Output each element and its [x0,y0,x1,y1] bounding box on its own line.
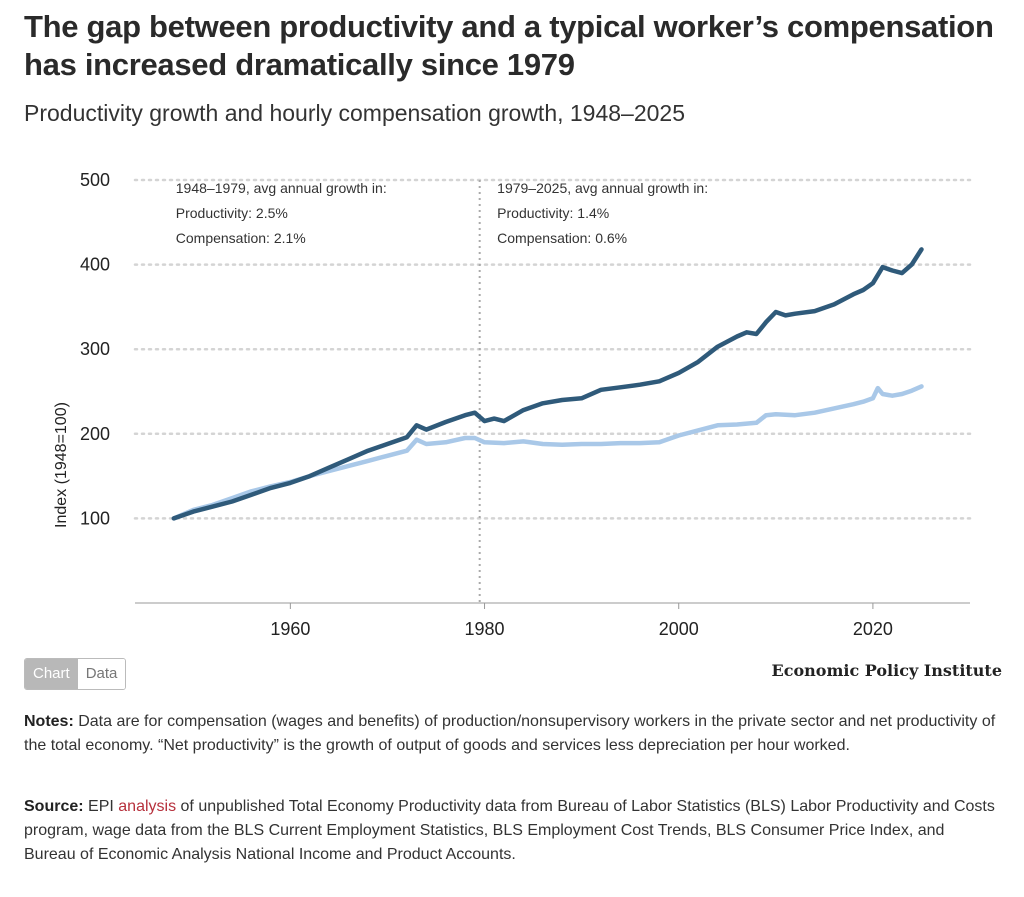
notes: Notes: Data are for compensation (wages … [24,710,999,758]
gridlines [133,178,972,520]
annotation-1-line-1: 1948–1979, avg annual growth in: [176,180,387,196]
series-lines [171,247,924,521]
analysis-link[interactable]: analysis [118,798,177,815]
y-tick-label-400: 400 [80,255,110,275]
y-tick-label-100: 100 [80,508,110,528]
annotation-1-line-2: Productivity: 2.5% [176,205,288,221]
productivity-series-line [171,247,924,521]
annotations: 1948–1979, avg annual growth in: Producti… [176,180,708,246]
x-tick-label-1980: 1980 [465,619,505,639]
line-chart: 100 200 300 400 500 1960 1980 2000 2020 1948–197… [53,170,972,639]
chart-tab[interactable]: Chart [25,659,78,689]
brand-logo: Economic Policy Institute [771,661,1002,680]
tick-labels: 100 200 300 400 500 1960 1980 2000 2020 [80,170,893,639]
axes [135,602,970,609]
source-label: Source: [24,798,84,815]
y-tick-label-300: 300 [80,339,110,359]
x-tick-label-1960: 1960 [270,619,310,639]
annotation-2-line-2: Productivity: 1.4% [497,205,609,221]
y-tick-label-200: 200 [80,424,110,444]
compensation-series-line [171,384,924,521]
chart-title: The gap between productivity and a typic… [24,9,994,82]
source-text-after: of unpublished Total Economy Productivit… [24,798,995,863]
notes-label: Notes: [24,713,74,730]
source-text-before: EPI [83,798,119,815]
chart-subtitle: Productivity growth and hourly compensat… [24,100,686,126]
y-axis-label: Index (1948=100) [53,402,70,528]
view-toggle: Chart Data [24,658,127,690]
x-tick-label-2000: 2000 [659,619,699,639]
y-tick-label-500: 500 [80,170,110,190]
notes-text: Data are for compensation (wages and ben… [24,713,996,754]
x-tick-label-2020: 2020 [853,619,893,639]
annotation-2-line-3: Compensation: 0.6% [497,230,627,246]
annotation-1-line-3: Compensation: 2.1% [176,230,306,246]
data-tab[interactable]: Data [77,659,126,689]
source: Source: EPI analysis of unpublished Tota… [24,795,999,867]
annotation-2-line-1: 1979–2025, avg annual growth in: [497,180,708,196]
